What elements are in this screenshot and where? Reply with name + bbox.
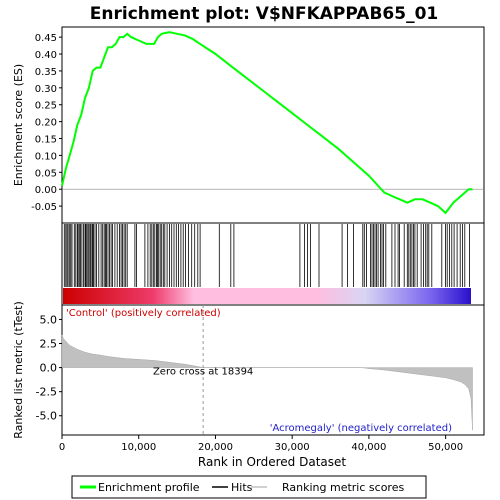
es-y-tick-label: 0.35 xyxy=(35,67,57,78)
es-y-tick-label: 0.10 xyxy=(35,151,57,162)
ranking-metric-area xyxy=(61,334,473,431)
x-tick-label: 20,000 xyxy=(198,442,233,453)
enrichment-profile-line xyxy=(61,31,473,215)
metric-y-tick-label: -2.5 xyxy=(36,386,57,399)
x-tick-label: 50,000 xyxy=(428,442,463,453)
es-y-tick-label: 0.25 xyxy=(35,101,57,112)
metric-y-tick-label: -5.0 xyxy=(36,410,57,423)
metric-y-tick-label: 2.5 xyxy=(40,338,58,351)
legend-box xyxy=(71,475,427,499)
es-y-tick-label: 0.40 xyxy=(35,50,57,61)
es-y-tick-label: 0.00 xyxy=(35,185,57,196)
x-tick-label: 40,000 xyxy=(351,442,386,453)
x-axis-label: Rank in Ordered Dataset xyxy=(198,455,346,469)
metric-y-tick-label: 5.0 xyxy=(40,313,58,326)
x-tick-label: 30,000 xyxy=(275,442,310,453)
positive-correlation-label: 'Control' (positively correlated) xyxy=(66,308,221,319)
es-y-tick-label: 0.05 xyxy=(35,168,57,179)
x-tick-label: 0 xyxy=(59,442,65,453)
legend-metric-label: Ranking metric scores xyxy=(282,481,404,494)
legend-enrichment-label: Enrichment profile xyxy=(98,481,200,494)
x-axis: 0 10,000 20,000 30,000 40,000 50,000 xyxy=(59,435,463,453)
es-y-tick-label: 0.15 xyxy=(35,135,57,146)
es-y-tick-label: 0.20 xyxy=(35,118,57,129)
metric-y-axis: 5.0 2.5 0.0 -2.5 -5.0 xyxy=(36,313,62,423)
rank-color-bar xyxy=(63,288,471,304)
metric-y-tick-label: 0.0 xyxy=(40,362,58,375)
es-y-axis: 0.45 0.40 0.35 0.30 0.25 0.20 0.15 0.10 0.05 0.00… xyxy=(31,33,62,213)
hit-markers xyxy=(63,224,470,287)
zero-cross-label: Zero cross at 18394 xyxy=(153,367,253,378)
es-y-axis-label: Enrichment score (ES) xyxy=(12,64,25,186)
es-panel-frame xyxy=(61,26,485,224)
metric-y-axis-label: Ranked list metric (tTest) xyxy=(12,301,25,438)
es-y-tick-label: 0.30 xyxy=(35,84,57,95)
chart-title: Enrichment plot: V$NFKAPPAB65_01 xyxy=(90,4,438,24)
legend-hits-label: Hits xyxy=(231,481,253,494)
es-y-tick-label: 0.45 xyxy=(35,33,57,44)
negative-correlation-label: 'Acromegaly' (negatively correlated) xyxy=(270,423,452,434)
es-y-tick-label: -0.05 xyxy=(31,202,57,213)
x-tick-label: 10,000 xyxy=(121,442,156,453)
